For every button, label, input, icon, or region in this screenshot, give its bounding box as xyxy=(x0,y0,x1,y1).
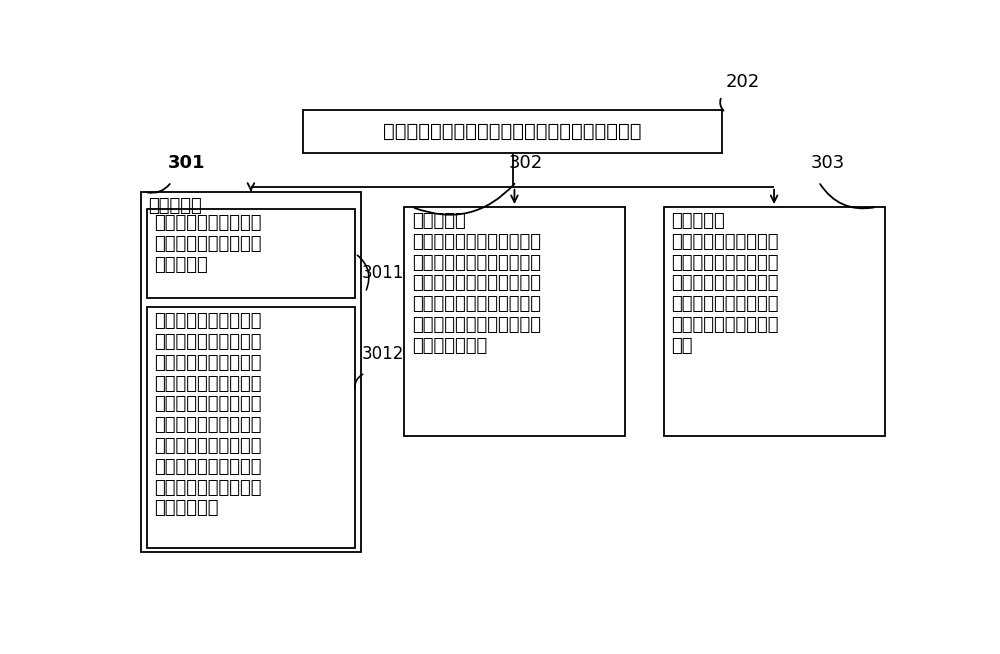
Text: 3012: 3012 xyxy=(361,345,404,363)
Text: 第一故障：: 第一故障： xyxy=(148,197,202,215)
Text: 第二故障：
所述医院物流机器人等待当
前被占用的交通资源释放，
释放后则继续前进以表示脱
困成功；否则所述医院物流
机器人继续等待当前被占用
的交通资源释放: 第二故障： 所述医院物流机器人等待当 前被占用的交通资源释放， 释放后则继续前进… xyxy=(412,212,541,354)
Text: 如果所述医院物流机器
人收到所述预设控制系
统的反馈信号，则继续
前进以表示脱困成功；
如果所述医院物流机器
人未收到所述预设控制
系统的反馈信号，则将
故障上: 如果所述医院物流机器 人收到所述预设控制系 统的反馈信号，则继续 前进以表示脱困… xyxy=(154,312,262,517)
Text: 所述自检程序根据遇到的故障采取对应的处理流程: 所述自检程序根据遇到的故障采取对应的处理流程 xyxy=(383,122,642,141)
Bar xyxy=(147,209,355,298)
Text: 202: 202 xyxy=(726,73,760,91)
Bar xyxy=(664,207,885,436)
Bar xyxy=(404,207,625,436)
Text: 301: 301 xyxy=(168,154,205,171)
Text: 第三故障：
所述医院物流机器人通
过导航前后移动尝试绕
开所述道路障碍物，并
同时将故障上报至所述
医院物流机器人调度系
统。: 第三故障： 所述医院物流机器人通 过导航前后移动尝试绕 开所述道路障碍物，并 同… xyxy=(671,212,779,354)
Text: 302: 302 xyxy=(509,154,543,171)
Bar xyxy=(147,307,355,548)
Text: 303: 303 xyxy=(811,154,845,171)
Bar xyxy=(303,110,722,153)
Text: 3011: 3011 xyxy=(361,264,404,283)
Text: 所述医院物流机器人再
次发起与所述预设控制
系统的通信: 所述医院物流机器人再 次发起与所述预设控制 系统的通信 xyxy=(154,215,262,274)
Bar xyxy=(140,192,361,552)
